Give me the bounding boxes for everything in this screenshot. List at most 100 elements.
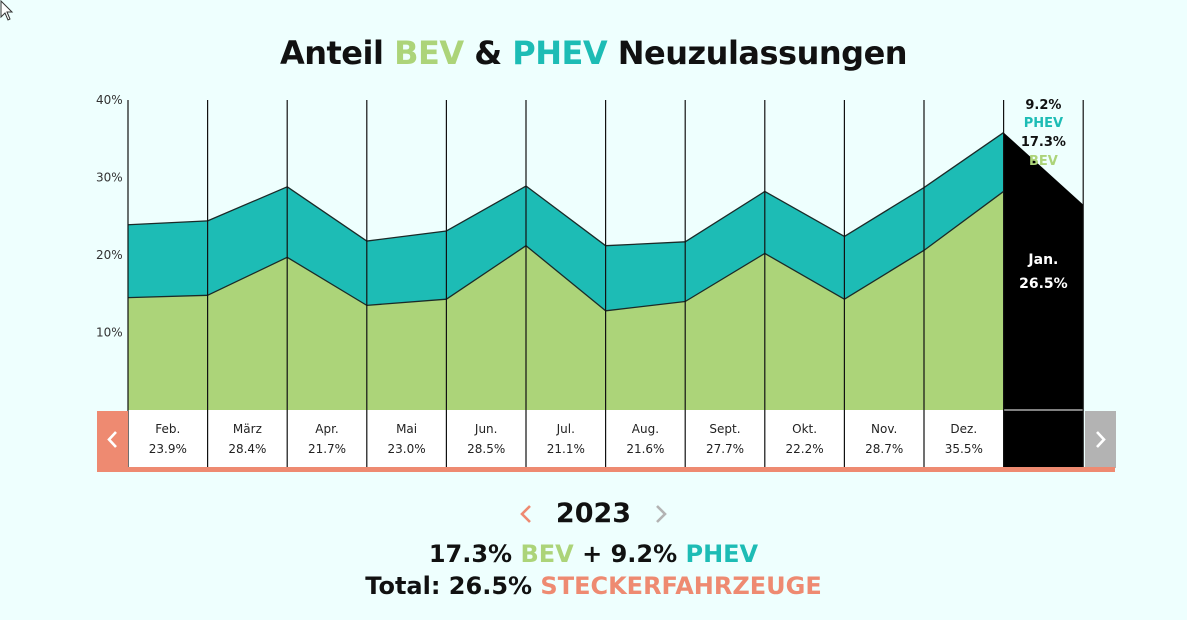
chart-title: Anteil BEV & PHEV Neuzulassungen bbox=[0, 34, 1187, 72]
selected-bev-name: BEV bbox=[1029, 154, 1058, 169]
stacked-area-chart: 10% 20% 30% 40% Feb. 23.9% März 28.4% Apr. 21.7% M… bbox=[96, 93, 1084, 467]
month-label: März bbox=[233, 422, 262, 436]
total-line bbox=[525, 185, 606, 247]
bev-line bbox=[525, 245, 607, 312]
bev-line bbox=[764, 252, 845, 300]
phev-area bbox=[366, 230, 447, 306]
bev-area bbox=[685, 253, 765, 410]
month-label: Nov. bbox=[871, 422, 897, 436]
total-line bbox=[446, 185, 527, 232]
month-total-label: 23.0% bbox=[388, 442, 426, 456]
selected-month-label: Jan. bbox=[1027, 252, 1058, 268]
title-prefix: Anteil bbox=[279, 34, 384, 72]
phev-area bbox=[287, 186, 367, 306]
chevron-right-icon bbox=[1096, 431, 1106, 448]
bev-area bbox=[446, 245, 526, 410]
selected-phev-name: PHEV bbox=[1024, 116, 1063, 131]
bev-line bbox=[605, 300, 686, 312]
bev-line bbox=[366, 298, 447, 307]
total-line bbox=[605, 241, 686, 247]
y-tick-label: 10% bbox=[96, 326, 123, 340]
summary-phev-label: PHEV bbox=[685, 540, 759, 568]
month-total-label: 27.7% bbox=[706, 442, 744, 456]
year-prev-button[interactable] bbox=[518, 503, 534, 525]
title-amp: & bbox=[474, 34, 502, 72]
month-label: Mai bbox=[396, 422, 417, 436]
y-tick-label: 20% bbox=[96, 248, 123, 262]
selected-month-total: 26.5% bbox=[1019, 276, 1068, 292]
timeline-bottom-bar bbox=[97, 467, 1115, 472]
month-prev-button[interactable] bbox=[97, 411, 128, 468]
summary-bev-value: 17.3% bbox=[428, 540, 513, 568]
mouse-cursor-icon bbox=[0, 0, 14, 21]
total-line bbox=[366, 230, 447, 242]
month-label-cell bbox=[685, 410, 765, 467]
selected-phev-value: 9.2% bbox=[1025, 98, 1061, 113]
year-label: 2023 bbox=[555, 498, 632, 529]
year-selector: 2023 bbox=[0, 498, 1187, 529]
bev-area bbox=[366, 299, 447, 410]
summary-total-prefix: Total: bbox=[365, 572, 441, 600]
selected-month-top-background bbox=[1003, 100, 1084, 205]
summary-total-value: 26.5% bbox=[448, 572, 533, 600]
bev-line bbox=[844, 249, 925, 300]
month-label-cell bbox=[128, 410, 208, 467]
bev-area bbox=[764, 253, 845, 410]
total-line bbox=[923, 132, 1004, 189]
bev-line bbox=[923, 190, 1004, 251]
chevron-left-icon bbox=[107, 431, 117, 448]
summary-line-total: Total: 26.5% STECKERFAHRZEUGE bbox=[0, 572, 1187, 600]
month-total-label: 28.5% bbox=[467, 442, 505, 456]
bev-area bbox=[605, 301, 686, 410]
phev-area bbox=[685, 191, 765, 302]
total-line bbox=[844, 187, 925, 237]
month-label: Okt. bbox=[792, 422, 817, 436]
month-label-cell bbox=[366, 410, 447, 467]
month-label-cell bbox=[526, 410, 606, 467]
month-label-cell bbox=[287, 410, 367, 467]
bev-line bbox=[684, 252, 766, 303]
month-next-button[interactable] bbox=[1085, 411, 1116, 468]
month-total-label: 28.4% bbox=[228, 442, 266, 456]
month-label-cell bbox=[764, 410, 845, 467]
total-line bbox=[286, 186, 368, 242]
bev-area bbox=[844, 250, 924, 410]
month-label: Jul. bbox=[556, 422, 575, 436]
month-total-label: 23.9% bbox=[149, 442, 187, 456]
month-total-label: 21.6% bbox=[626, 442, 664, 456]
phev-area bbox=[446, 186, 526, 300]
month-label: Sept. bbox=[709, 422, 740, 436]
bev-area bbox=[207, 257, 288, 410]
title-bev: BEV bbox=[394, 34, 464, 72]
month-label-cell bbox=[207, 410, 288, 467]
total-line bbox=[684, 190, 766, 243]
title-suffix: Neuzulassungen bbox=[617, 34, 908, 72]
month-label-cell bbox=[844, 410, 924, 467]
month-label-cell bbox=[605, 410, 686, 467]
summary-bev-label: BEV bbox=[520, 540, 574, 568]
phev-area bbox=[764, 191, 845, 300]
summary-total-label: STECKERFAHRZEUGE bbox=[540, 572, 822, 600]
phev-area bbox=[844, 187, 924, 300]
phev-area bbox=[605, 241, 686, 311]
title-phev: PHEV bbox=[512, 34, 608, 72]
month-total-label: 22.2% bbox=[786, 442, 824, 456]
month-label: Aug. bbox=[632, 422, 659, 436]
month-total-label: 28.7% bbox=[865, 442, 903, 456]
month-total-label: 21.1% bbox=[547, 442, 585, 456]
bev-line bbox=[446, 245, 527, 300]
bev-area bbox=[924, 191, 1004, 410]
phev-area bbox=[128, 220, 208, 298]
month-label: Dez. bbox=[950, 422, 977, 436]
summary-line-share: 17.3% BEV + 9.2% PHEV bbox=[0, 540, 1187, 568]
phev-area bbox=[526, 186, 606, 311]
year-next-button[interactable] bbox=[653, 503, 669, 525]
bev-area bbox=[287, 257, 367, 410]
selected-bev-value: 17.3% bbox=[1021, 135, 1066, 150]
y-tick-label: 40% bbox=[96, 93, 123, 107]
month-total-label: 35.5% bbox=[945, 442, 983, 456]
month-label: Feb. bbox=[155, 422, 180, 436]
total-line bbox=[764, 190, 845, 237]
bev-line bbox=[207, 256, 288, 296]
summary-plus: + bbox=[582, 540, 603, 568]
